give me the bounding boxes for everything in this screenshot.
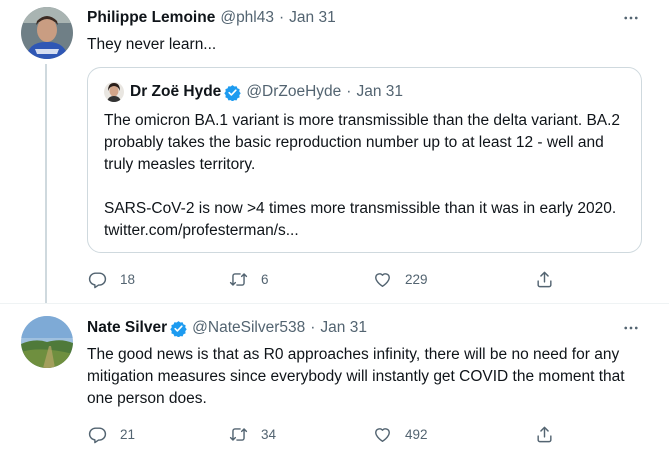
heart-icon [375, 427, 390, 442]
quoted-tweet-date: Jan 31 [356, 83, 404, 100]
separator-dot: · [346, 83, 352, 100]
avatar-philippe-lemoine[interactable] [21, 7, 73, 59]
tweet-header: Philippe Lemoine @phl43 · Jan 31 [87, 7, 336, 29]
retweet-icon [229, 427, 248, 441]
quoted-paragraph-2: SARS-CoV-2 is now >4 times more transmis… [104, 200, 617, 239]
avatar-zoe-hyde [104, 82, 124, 102]
retweet-button[interactable]: 6 [229, 266, 269, 292]
share-icon [537, 271, 552, 287]
reply-count: 18 [120, 271, 136, 287]
share-button[interactable] [535, 421, 554, 447]
reply-icon [88, 426, 107, 443]
separator-dot: · [279, 9, 285, 26]
verified-badge-icon [224, 84, 242, 101]
avatar-nate-silver[interactable] [21, 316, 73, 368]
more-dots-icon [624, 326, 638, 330]
quoted-author-handle: @DrZoeHyde [246, 83, 342, 100]
author-handle[interactable]: @phl43 [220, 9, 274, 26]
reply-button[interactable]: 21 [88, 421, 135, 447]
heart-icon [375, 272, 390, 287]
author-name[interactable]: Nate Silver [87, 319, 168, 336]
more-dots-icon [624, 16, 638, 20]
tweet-philippe-lemoine[interactable]: Philippe Lemoine @phl43 · Jan 31 They ne… [0, 0, 669, 303]
quoted-tweet-text: The omicron BA.1 variant is more transmi… [104, 110, 629, 242]
tweet-header: Nate Silver @NateSilver538 · Jan 31 [87, 317, 367, 339]
tweet-text: The good news is that as R0 approaches i… [87, 346, 625, 407]
author-name[interactable]: Philippe Lemoine [87, 9, 216, 26]
tweet-actions: 21 34 492 [78, 421, 578, 447]
tweet-date[interactable]: Jan 31 [289, 9, 336, 26]
quoted-tweet[interactable]: Dr Zoë Hyde @DrZoeHyde · Jan 31 The omic… [87, 67, 642, 253]
retweet-count: 34 [261, 426, 277, 442]
tweet-actions: 18 6 229 [78, 266, 578, 292]
share-icon [537, 426, 552, 442]
more-options-button[interactable] [620, 7, 642, 29]
retweet-count: 6 [261, 271, 269, 287]
share-button[interactable] [535, 266, 554, 292]
tweet-date[interactable]: Jan 31 [320, 319, 367, 336]
like-count: 229 [405, 271, 428, 287]
more-options-button[interactable] [620, 317, 642, 339]
like-button[interactable]: 492 [373, 421, 428, 447]
tweet-text: They never learn... [87, 36, 217, 53]
separator-dot: · [310, 319, 316, 336]
like-count: 492 [405, 426, 428, 442]
author-handle[interactable]: @NateSilver538 [192, 319, 306, 336]
quoted-tweet-header: Dr Zoë Hyde @DrZoeHyde · Jan 31 [104, 81, 403, 103]
reply-button[interactable]: 18 [88, 266, 135, 292]
reply-icon [88, 271, 107, 288]
quoted-paragraph-1: The omicron BA.1 variant is more transmi… [104, 112, 621, 173]
quoted-author-name: Dr Zoë Hyde [130, 83, 222, 100]
verified-badge-icon [170, 320, 187, 337]
reply-count: 21 [120, 426, 136, 442]
retweet-icon [229, 272, 248, 286]
retweet-button[interactable]: 34 [229, 421, 276, 447]
tweet-nate-silver[interactable]: Nate Silver @NateSilver538 · Jan 31 The … [0, 303, 669, 461]
like-button[interactable]: 229 [373, 266, 428, 292]
thread-line [45, 64, 47, 303]
